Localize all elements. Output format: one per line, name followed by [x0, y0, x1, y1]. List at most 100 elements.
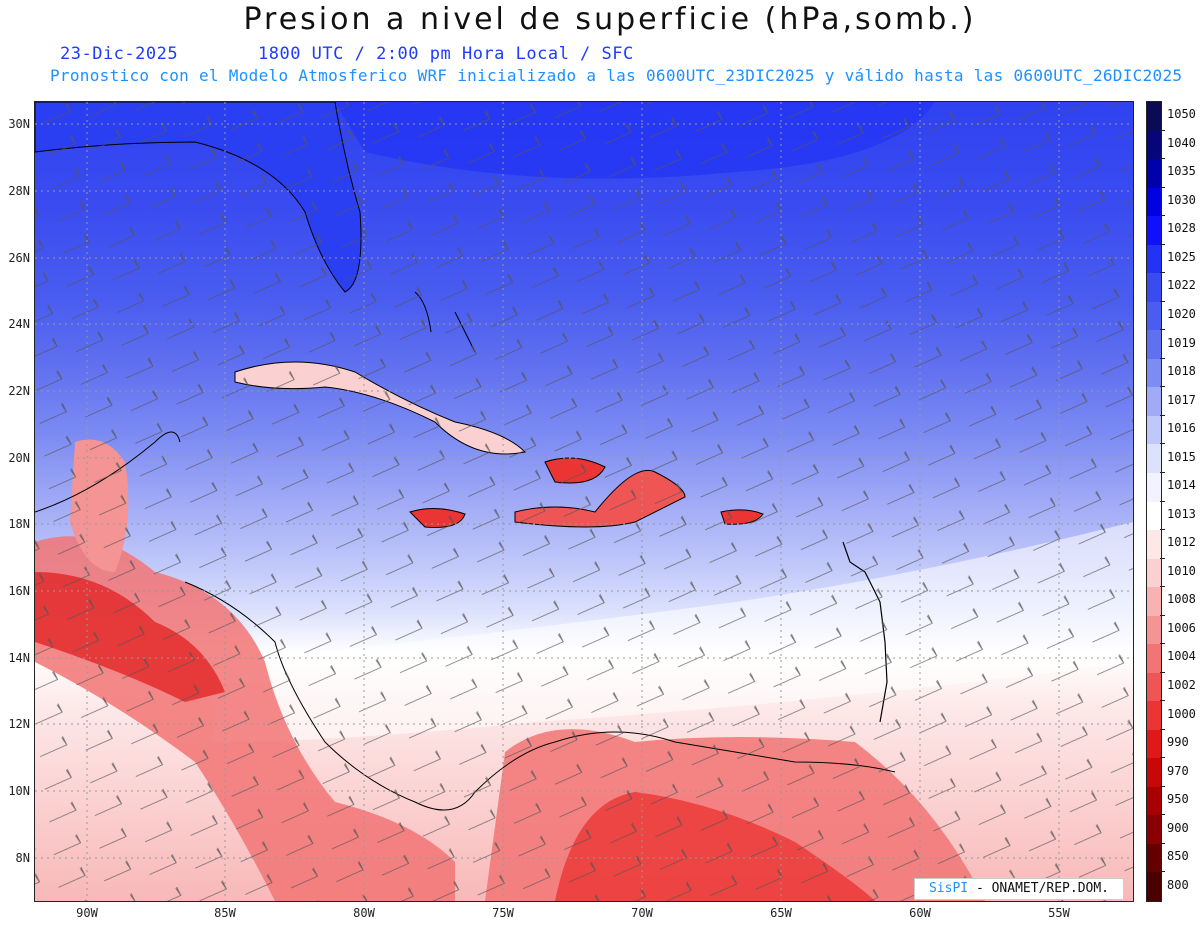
colorbar-segment — [1147, 872, 1161, 902]
lat-label: 30N — [8, 117, 30, 131]
colorbar-label: 1017 — [1167, 392, 1196, 407]
colorbar-label: 1008 — [1167, 592, 1196, 607]
colorbar-tick — [1160, 215, 1165, 217]
colorbar-tick — [1160, 158, 1165, 160]
colorbar-segment — [1147, 558, 1161, 588]
lat-label: 22N — [8, 384, 30, 398]
colorbar-segment — [1147, 729, 1161, 759]
colorbar-segment — [1147, 159, 1161, 189]
colorbar-label: 850 — [1167, 849, 1189, 864]
colorbar-tick — [1160, 529, 1165, 531]
colorbar-label: 1050 — [1167, 107, 1196, 122]
colorbar-label: 1014 — [1167, 478, 1196, 493]
colorbar-tick — [1160, 814, 1165, 816]
colorbar-tick — [1160, 614, 1165, 616]
colorbar-label: 1025 — [1167, 249, 1196, 264]
sispi-logo: SisPI — [928, 881, 969, 896]
colorbar-tick — [1160, 671, 1165, 673]
model-description: Pronostico con el Modelo Atmosferico WRF… — [50, 66, 1183, 85]
colorbar-segment — [1147, 815, 1161, 845]
valid-time: 1800 UTC / 2:00 pm Hora Local / SFC — [258, 44, 634, 64]
colorbar-segment — [1147, 472, 1161, 502]
colorbar-label: 1004 — [1167, 649, 1196, 664]
colorbar-segment — [1147, 644, 1161, 674]
lon-label: 80W — [353, 906, 375, 920]
lon-label: 75W — [492, 906, 514, 920]
lat-label: 28N — [8, 184, 30, 198]
lat-label: 26N — [8, 251, 30, 265]
colorbar-label: 900 — [1167, 820, 1189, 835]
colorbar-segment — [1147, 701, 1161, 731]
colorbar-label: 1030 — [1167, 192, 1196, 207]
credit-text: - ONAMET/REP.DOM. — [975, 881, 1110, 896]
lon-label: 60W — [909, 906, 931, 920]
colorbar-segment — [1147, 130, 1161, 160]
colorbar-segment — [1147, 615, 1161, 645]
colorbar-segment — [1147, 187, 1161, 217]
colorbar-tick — [1160, 243, 1165, 245]
colorbar-tick — [1160, 186, 1165, 188]
pressure-map — [34, 101, 1134, 902]
colorbar-segment — [1147, 301, 1161, 331]
lat-label: 20N — [8, 451, 30, 465]
colorbar-tick — [1160, 129, 1165, 131]
colorbar-segment — [1147, 444, 1161, 474]
colorbar-label: 1000 — [1167, 706, 1196, 721]
colorbar-segment — [1147, 216, 1161, 246]
colorbar-tick — [1160, 329, 1165, 331]
colorbar-tick — [1160, 300, 1165, 302]
colorbar-tick — [1160, 272, 1165, 274]
colorbar-tick — [1160, 586, 1165, 588]
colorbar-tick — [1160, 700, 1165, 702]
colorbar-segment — [1147, 672, 1161, 702]
lat-label: 14N — [8, 651, 30, 665]
colorbar-segment — [1147, 387, 1161, 417]
colorbar-segment — [1147, 330, 1161, 360]
colorbar-label: 1028 — [1167, 221, 1196, 236]
colorbar-label: 1016 — [1167, 421, 1196, 436]
map-title: Presion a nivel de superficie (hPa,somb.… — [243, 2, 977, 37]
lat-label: 18N — [8, 517, 30, 531]
colorbar-segment — [1147, 415, 1161, 445]
colorbar-tick — [1160, 471, 1165, 473]
colorbar-tick — [1160, 557, 1165, 559]
lon-label: 85W — [214, 906, 236, 920]
colorbar-tick — [1160, 842, 1165, 844]
pressure-colorbar — [1146, 101, 1162, 902]
lon-label: 65W — [770, 906, 792, 920]
lat-label: 12N — [8, 717, 30, 731]
colorbar-tick — [1160, 357, 1165, 359]
colorbar-segment — [1147, 102, 1161, 132]
colorbar-segment — [1147, 587, 1161, 617]
colorbar-tick — [1160, 785, 1165, 787]
colorbar-label: 1013 — [1167, 506, 1196, 521]
lon-label: 70W — [631, 906, 653, 920]
lat-label: 16N — [8, 584, 30, 598]
colorbar-label: 1012 — [1167, 535, 1196, 550]
colorbar-segment — [1147, 758, 1161, 788]
colorbar-tick — [1160, 728, 1165, 730]
colorbar-segment — [1147, 358, 1161, 388]
colorbar-label: 1020 — [1167, 307, 1196, 322]
lat-label: 24N — [8, 317, 30, 331]
colorbar-label: 950 — [1167, 792, 1189, 807]
colorbar-tick — [1160, 500, 1165, 502]
colorbar-segment — [1147, 530, 1161, 560]
colorbar-label: 1015 — [1167, 449, 1196, 464]
colorbar-tick — [1160, 871, 1165, 873]
lat-label: 10N — [8, 784, 30, 798]
colorbar-segment — [1147, 843, 1161, 873]
colorbar-label: 1006 — [1167, 620, 1196, 635]
lon-label: 55W — [1048, 906, 1070, 920]
colorbar-segment — [1147, 501, 1161, 531]
colorbar-label: 970 — [1167, 763, 1189, 778]
lon-label: 90W — [76, 906, 98, 920]
colorbar-label: 1022 — [1167, 278, 1196, 293]
colorbar-tick — [1160, 386, 1165, 388]
colorbar-label: 1040 — [1167, 135, 1196, 150]
colorbar-label: 1035 — [1167, 164, 1196, 179]
colorbar-tick — [1160, 757, 1165, 759]
colorbar-tick — [1160, 643, 1165, 645]
colorbar-segment — [1147, 273, 1161, 303]
colorbar-label: 800 — [1167, 877, 1189, 892]
